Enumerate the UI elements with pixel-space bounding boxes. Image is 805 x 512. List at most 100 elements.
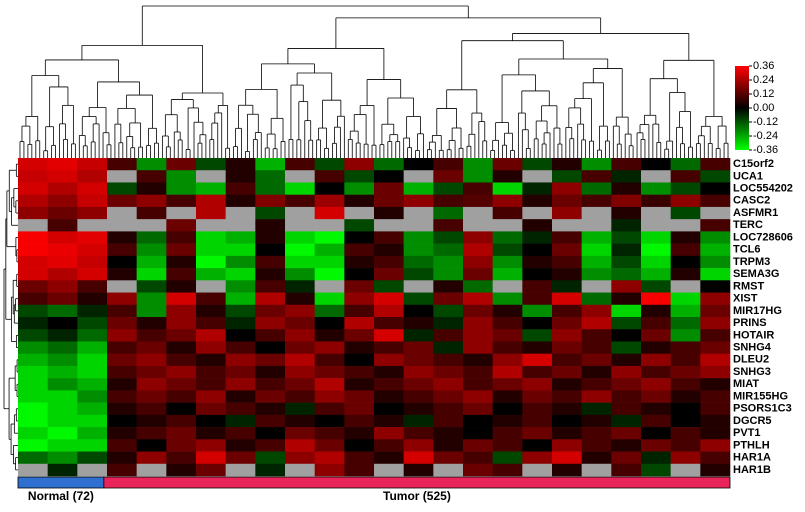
heatmap-cell (77, 341, 108, 354)
heatmap-cell (166, 390, 197, 403)
heatmap-cell (522, 341, 553, 354)
heatmap-cell (522, 182, 553, 195)
heatmap-cell (77, 255, 108, 269)
heatmap-cell (463, 402, 493, 416)
heatmap-cell (18, 182, 48, 195)
heatmap-cell (492, 292, 523, 306)
heatmap-cell (196, 451, 226, 465)
heatmap-cell (136, 378, 167, 391)
heatmap-cell (670, 194, 701, 208)
heatmap-cell (403, 317, 434, 330)
heatmap-cell (522, 292, 553, 306)
heatmap-cell (641, 292, 671, 306)
heatmap-cell (641, 451, 671, 465)
heatmap-cell (136, 255, 167, 269)
heatmap-cell (581, 268, 612, 281)
heatmap-cell (225, 317, 256, 330)
heatmap-cell (463, 317, 493, 330)
heatmap-cell (463, 414, 493, 428)
heatmap-cell (77, 194, 108, 208)
heatmap-cell (403, 427, 434, 440)
heatmap-cell (552, 439, 582, 452)
heatmap-cell (581, 463, 612, 477)
heatmap-cell (641, 158, 671, 171)
heatmap-cell (700, 304, 731, 318)
heatmap-cell (285, 353, 315, 367)
heatmap-cell (403, 170, 434, 183)
heatmap-cell (581, 402, 612, 416)
heatmap-cell (641, 439, 671, 452)
heatmap-cell (522, 451, 553, 465)
colorbar-tick-label: 0.12 (753, 88, 774, 100)
heatmap-cell (433, 292, 464, 306)
heatmap-cell (166, 280, 197, 293)
heatmap-cell (344, 304, 375, 318)
heatmap-cell (463, 329, 493, 342)
heatmap-cell (136, 365, 167, 379)
heatmap-cell (522, 206, 553, 220)
heatmap-cell (522, 243, 553, 257)
heatmap-cell (314, 439, 345, 452)
heatmap-cell (107, 231, 137, 244)
heatmap-cell (18, 402, 48, 416)
heatmap-cell (670, 182, 701, 195)
heatmap-cell (641, 341, 671, 354)
heatmap-cell (225, 292, 256, 306)
row-label: SNHG4 (733, 341, 772, 353)
heatmap-cell (374, 390, 404, 403)
heatmap-cell (433, 255, 464, 269)
heatmap-cell (403, 231, 434, 244)
heatmap-cell (77, 427, 108, 440)
heatmap-cell (463, 268, 493, 281)
heatmap-cell (255, 341, 286, 354)
heatmap-cell (136, 219, 167, 232)
heatmap-cell (107, 255, 137, 269)
heatmap-cell (374, 170, 404, 183)
heatmap-cell (314, 206, 345, 220)
heatmap-cell (374, 280, 404, 293)
heatmap-cell (18, 170, 48, 183)
heatmap-cell (463, 206, 493, 220)
heatmap-cell (403, 463, 434, 477)
heatmap-cell (700, 243, 731, 257)
heatmap-cell (552, 206, 582, 220)
heatmap-cell (581, 243, 612, 257)
heatmap-cell (18, 353, 48, 367)
heatmap-cell (196, 292, 226, 306)
heatmap-cell (403, 378, 434, 391)
heatmap-cell (492, 255, 523, 269)
heatmap-cell (77, 329, 108, 342)
heatmap-cell (285, 182, 315, 195)
heatmap-cell (374, 255, 404, 269)
heatmap-cell (552, 427, 582, 440)
heatmap-cell (255, 365, 286, 379)
heatmap-cell (314, 427, 345, 440)
heatmap-cell (255, 317, 286, 330)
heatmap-cell (255, 194, 286, 208)
heatmap-cell (344, 353, 375, 367)
heatmap-cell (166, 439, 197, 452)
heatmap-cell (670, 414, 701, 428)
heatmap-cell (344, 206, 375, 220)
heatmap-cell (255, 402, 286, 416)
heatmap-cell (433, 170, 464, 183)
colorbar (735, 66, 749, 150)
heatmap-cell (47, 304, 78, 318)
heatmap-cell (47, 170, 78, 183)
heatmap-cell (670, 365, 701, 379)
heatmap-cell (492, 439, 523, 452)
heatmap-cell (641, 414, 671, 428)
heatmap-cell (314, 219, 345, 232)
heatmap-cell (522, 268, 553, 281)
heatmap-cell (196, 219, 226, 232)
heatmap-cell (670, 243, 701, 257)
heatmap-cell (255, 243, 286, 257)
heatmap-cell (433, 158, 464, 171)
heatmap-cell (196, 280, 226, 293)
heatmap-cell (670, 304, 701, 318)
heatmap-cell (581, 329, 612, 342)
heatmap-cell (700, 158, 731, 171)
heatmap-cell (492, 341, 523, 354)
heatmap-cell (344, 463, 375, 477)
heatmap-cell (225, 390, 256, 403)
